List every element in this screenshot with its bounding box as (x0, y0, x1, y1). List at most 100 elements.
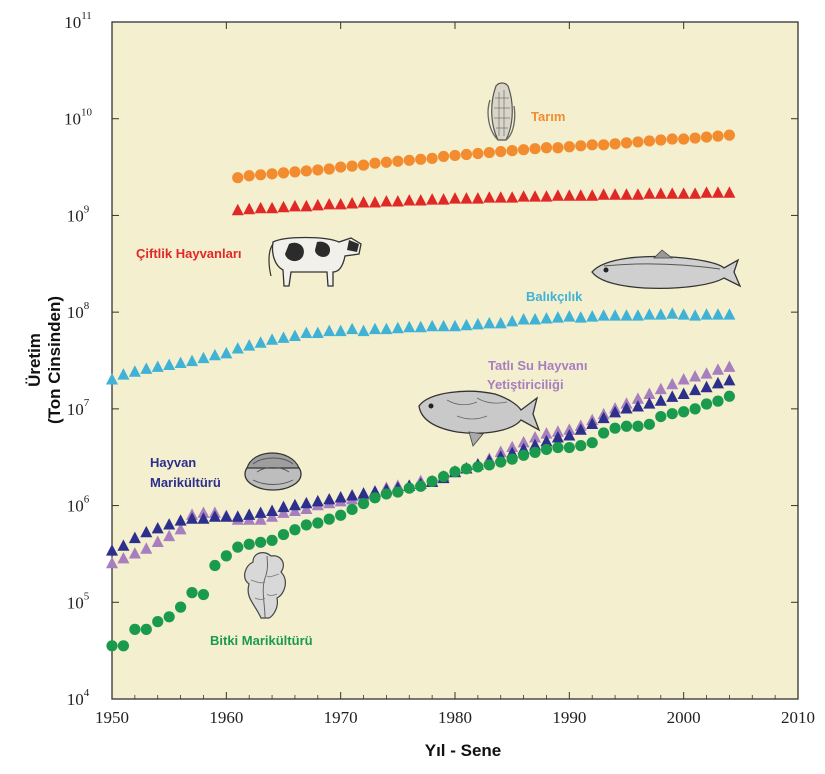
data-point (231, 510, 244, 522)
y-tick-label: 109 (67, 203, 90, 225)
y-tick-label: 1011 (64, 10, 92, 32)
data-point (243, 170, 255, 182)
data-point (540, 312, 553, 324)
data-point (174, 356, 187, 369)
data-point (175, 601, 187, 613)
data-point (151, 535, 164, 547)
data-point (609, 138, 621, 150)
data-point (460, 463, 473, 475)
data-point (517, 435, 530, 448)
data-point (254, 506, 267, 518)
data-point (460, 318, 473, 331)
data-point (597, 188, 610, 200)
data-point (631, 392, 644, 404)
data-point (654, 382, 667, 395)
data-point (174, 522, 187, 535)
data-point (186, 354, 199, 367)
data-point (186, 587, 198, 599)
data-point (289, 524, 301, 536)
data-point (106, 544, 118, 556)
data-point (255, 169, 267, 181)
data-point (380, 156, 392, 168)
data-point (163, 529, 176, 542)
data-point (357, 159, 370, 171)
data-point (380, 488, 392, 500)
x-tick-label: 1950 (95, 708, 129, 727)
data-point (631, 400, 644, 412)
data-point (620, 309, 633, 321)
data-point (369, 492, 381, 504)
data-point (311, 494, 324, 507)
data-point (152, 616, 164, 628)
data-point (495, 456, 507, 468)
data-point (128, 365, 141, 377)
data-point (277, 331, 290, 343)
data-point (312, 517, 324, 529)
data-point (449, 319, 461, 332)
data-point (288, 199, 301, 212)
data-point (643, 418, 655, 430)
data-point (346, 503, 358, 516)
data-point (288, 498, 301, 511)
data-point (494, 316, 507, 329)
data-point (597, 309, 610, 321)
data-point (654, 187, 667, 199)
data-point (666, 408, 678, 420)
data-point (140, 362, 153, 374)
data-point (506, 145, 518, 157)
data-point (495, 145, 507, 158)
data-point (254, 201, 267, 214)
data-point (563, 429, 576, 441)
data-point (243, 202, 256, 215)
data-point (666, 377, 679, 390)
data-point (151, 360, 164, 372)
data-point (323, 163, 335, 175)
data-point (574, 311, 587, 323)
data-point (414, 320, 427, 333)
data-point (254, 513, 267, 525)
data-point (186, 512, 199, 524)
data-point (426, 319, 439, 332)
x-tick-label: 1990 (552, 708, 586, 727)
data-point (437, 150, 450, 163)
data-point (575, 440, 587, 452)
data-point (711, 376, 724, 389)
data-point (472, 147, 484, 160)
data-point (277, 506, 290, 518)
data-point (300, 165, 312, 177)
data-point (598, 139, 610, 151)
data-point (711, 363, 724, 375)
data-point (723, 360, 736, 372)
data-point (117, 539, 130, 551)
data-point (677, 308, 690, 320)
data-point (551, 311, 564, 323)
data-point (529, 313, 542, 325)
data-point (106, 556, 118, 569)
data-point (163, 358, 176, 370)
data-point (426, 152, 438, 164)
data-point (700, 131, 713, 143)
data-point (266, 333, 279, 345)
data-point (620, 420, 633, 432)
data-point (197, 351, 210, 364)
data-point (506, 191, 519, 203)
series-label-bitki: Bitki Marikültürü (210, 633, 313, 648)
data-point (128, 531, 141, 544)
data-point (712, 130, 724, 142)
data-point (163, 611, 175, 623)
data-point (471, 317, 484, 330)
data-point (517, 313, 530, 325)
data-point (723, 186, 736, 198)
data-point (357, 487, 370, 499)
data-point (437, 470, 450, 483)
x-tick-label: 2010 (781, 708, 815, 727)
data-point (643, 135, 655, 147)
herring-fish-icon (591, 249, 742, 290)
plot-area (111, 21, 799, 700)
data-point (368, 322, 381, 335)
data-point (357, 498, 370, 510)
data-point (415, 153, 427, 165)
data-point (540, 427, 553, 439)
data-point (620, 188, 633, 200)
x-tick-label: 1970 (324, 708, 358, 727)
